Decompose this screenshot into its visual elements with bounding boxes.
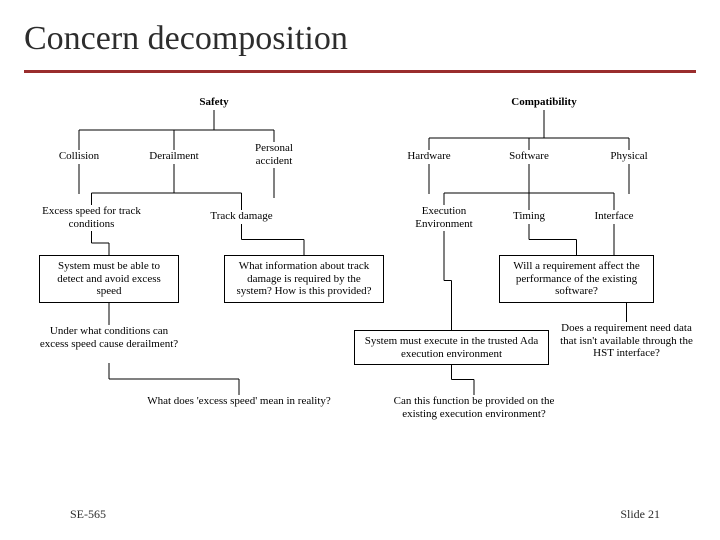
footer-course: SE-565 [70,507,106,522]
node-compat: Compatibility [499,96,589,109]
node-excess: Excess speed for track conditions [39,205,144,230]
node-reality: What does 'excess speed' mean in reality… [129,395,349,408]
node-derailment: Derailment [139,150,209,163]
node-provided: Can this function be provided on the exi… [389,395,559,420]
node-interface: Interface [584,210,644,223]
node-conditions: Under what conditions can excess speed c… [39,325,179,350]
node-software: Software [499,150,559,163]
node-personal: Personal accident [239,142,309,167]
page-title: Concern decomposition [24,20,348,58]
diagram-area: Safety Compatibility Collision Derailment Pe… [24,90,696,490]
footer-slide-number: Slide 21 [620,507,660,522]
node-trackinfo: What information about track damage is r… [224,255,384,303]
node-execenv: Execution Environment [404,205,484,230]
node-trusted: System must execute in the trusted Ada e… [354,330,549,365]
node-collision: Collision [49,150,109,163]
node-perf: Will a requirement affect the performanc… [499,255,654,303]
node-hst: Does a requirement need data that isn't … [559,322,694,360]
node-detect: System must be able to detect and avoid … [39,255,179,303]
node-timing: Timing [504,210,554,223]
node-trackdmg: Track damage [199,210,284,223]
node-physical: Physical [599,150,659,163]
node-hardware: Hardware [399,150,459,163]
title-underline [24,70,696,73]
node-safety: Safety [184,96,244,109]
